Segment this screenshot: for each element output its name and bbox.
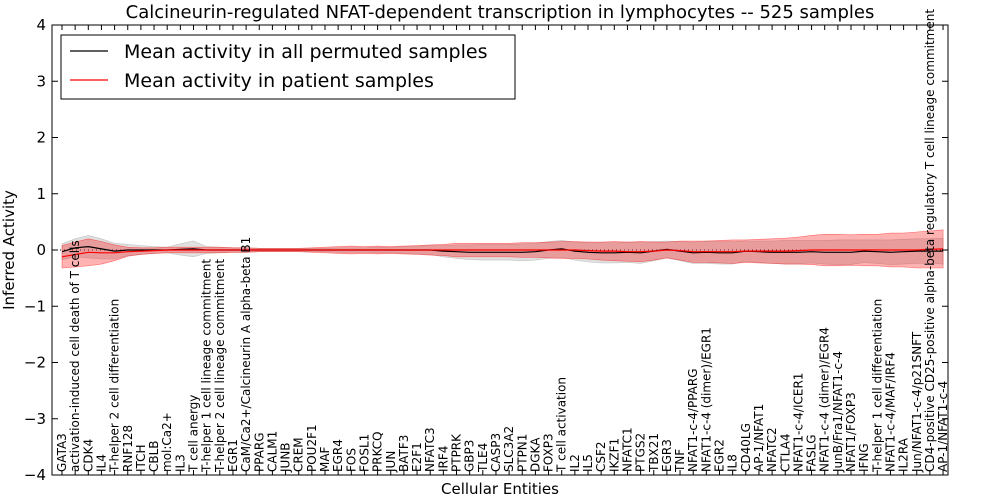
x-category-label: DGKA — [528, 437, 542, 472]
x-category-label: IL2RA — [897, 437, 911, 472]
x-category-label: mol:Ca2+ — [160, 412, 174, 472]
x-category-label: NFATC2 — [765, 427, 779, 472]
x-category-label: NFATC1 — [621, 427, 635, 472]
x-category-label: NFAT1-c-4/ICER1 — [791, 373, 805, 472]
x-category-label: EGR3 — [660, 439, 674, 472]
x-category-label: EGR1 — [226, 439, 240, 472]
y-tick-label: 3 — [36, 72, 46, 90]
y-axis: 4 3 2 1 0 −1 −2 −3 −4 — [24, 16, 948, 484]
x-category-label: CREM — [292, 437, 306, 472]
x-category-label: CaM/Ca2+/Calcineurin A alpha-beta B1 — [239, 237, 253, 472]
x-category-label: IL4 — [95, 454, 109, 472]
x-category-label: IL3 — [173, 454, 187, 472]
x-category-label: T cell anergy — [187, 395, 201, 473]
x-category-label: CBLB — [147, 440, 161, 472]
x-category-label: TBX21 — [647, 433, 661, 473]
x-category-label: PTGS2 — [634, 433, 648, 472]
x-category-label: JUN — [384, 451, 398, 473]
x-category-label: NFAT1-c-4 (dimer)/EGR1 — [699, 327, 713, 472]
x-category-label: AP-1/NFAT1 — [752, 404, 766, 472]
x-category-label: MAF — [318, 446, 332, 472]
x-category-label: CD4-positive CD25-positive alpha-beta re… — [923, 9, 937, 472]
x-category-label: BATF3 — [397, 435, 411, 472]
x-category-label: ITCH — [134, 444, 148, 472]
x-axis-title: Cellular Entities — [441, 480, 559, 498]
x-category-label: POU2F1 — [305, 424, 319, 472]
x-category-label: GBP3 — [463, 440, 477, 472]
y-tick-label: −1 — [24, 297, 46, 315]
x-category-label: EGR2 — [713, 439, 727, 472]
legend-label-1: Mean activity in all permuted samples — [124, 41, 487, 63]
y-tick-label: 0 — [36, 241, 46, 259]
x-category-label: JUNB — [279, 442, 293, 473]
x-category-label: CASP3 — [489, 433, 503, 472]
x-category-label: AP-1/NFAT1-c-4 — [936, 381, 950, 472]
x-category-label: NFAT1-c-4/MAF/IRF4 — [884, 352, 898, 472]
x-category-label: CTLA4 — [778, 433, 792, 472]
x-category-label: FASLG — [805, 434, 819, 472]
x-category-label: JunB/Fra1/NFAT1-c-4 — [831, 351, 845, 473]
y-tick-label: 2 — [36, 129, 46, 147]
x-category-label: NFAT1/FOXP3 — [844, 392, 858, 472]
y-axis-title: Inferred Activity — [0, 190, 18, 310]
x-category-label: RNF128 — [121, 425, 135, 472]
x-category-label: CDK4 — [81, 439, 95, 472]
x-category-label: TNF — [673, 449, 687, 473]
x-category-label: PTPN1 — [515, 434, 529, 472]
x-category-label: FOS — [344, 448, 358, 472]
x-category-label: T-helper 1 cell lineage commitment — [200, 259, 214, 473]
y-tick-label: −2 — [24, 354, 46, 372]
x-category-label: PRKCQ — [371, 431, 385, 472]
x-category-label: IFNG — [857, 443, 871, 472]
x-axis: GATA3 activation-induced cell death of T … — [55, 9, 950, 475]
x-category-label: GATA3 — [55, 433, 69, 472]
x-category-label: T cell activation — [555, 377, 569, 473]
y-tick-label: −4 — [24, 466, 46, 484]
x-category-label: IL5 — [581, 454, 595, 472]
x-category-label: IL2 — [568, 454, 582, 472]
x-category-label: IL8 — [726, 454, 740, 472]
series-line-2 — [61, 248, 944, 258]
x-category-label: NFAT1-c-4/PPARG — [686, 368, 700, 472]
x-category-label: E2F1 — [410, 442, 424, 472]
x-category-label: FOSL1 — [357, 434, 371, 472]
series-lines — [61, 245, 944, 258]
legend-label-2: Mean activity in patient samples — [124, 70, 434, 92]
y-tick-label: −3 — [24, 410, 46, 428]
x-category-label: activation-induced cell death of T cells — [68, 240, 82, 472]
x-category-label: NFATC3 — [423, 427, 437, 472]
x-category-label: PPARG — [252, 432, 266, 472]
legend-box — [60, 34, 516, 100]
x-category-label: FOXP3 — [542, 433, 556, 472]
x-category-label: CD40LG — [739, 423, 753, 472]
y-tick-label: 4 — [36, 16, 46, 34]
series-band-2 — [61, 229, 944, 269]
x-category-label: T-helper 1 cell differentiation — [870, 299, 884, 473]
x-category-label: CALM1 — [265, 431, 279, 472]
x-category-label: SLC3A2 — [502, 426, 516, 472]
x-category-label: T-helper 2 cell differentiation — [108, 299, 122, 473]
x-category-label: IKZF1 — [607, 438, 621, 472]
x-category-label: NFAT1-c-4 (dimer)/EGR4 — [818, 327, 832, 472]
x-category-label: IRF4 — [436, 446, 450, 472]
legend: Mean activity in all permuted samples Mea… — [60, 34, 516, 100]
chart-title: Calcineurin-regulated NFAT-dependent tra… — [126, 2, 875, 23]
x-category-label: PTPRK — [450, 433, 464, 472]
x-category-label: EGR4 — [331, 439, 345, 472]
x-category-label: Jun/NFAT1-c-4/p21SNFT — [910, 331, 924, 473]
y-tick-label: 1 — [36, 185, 46, 203]
x-category-label: T-helper 2 cell lineage commitment — [213, 259, 227, 473]
x-category-label: TLE4 — [476, 443, 490, 473]
x-category-label: CSF2 — [594, 441, 608, 472]
